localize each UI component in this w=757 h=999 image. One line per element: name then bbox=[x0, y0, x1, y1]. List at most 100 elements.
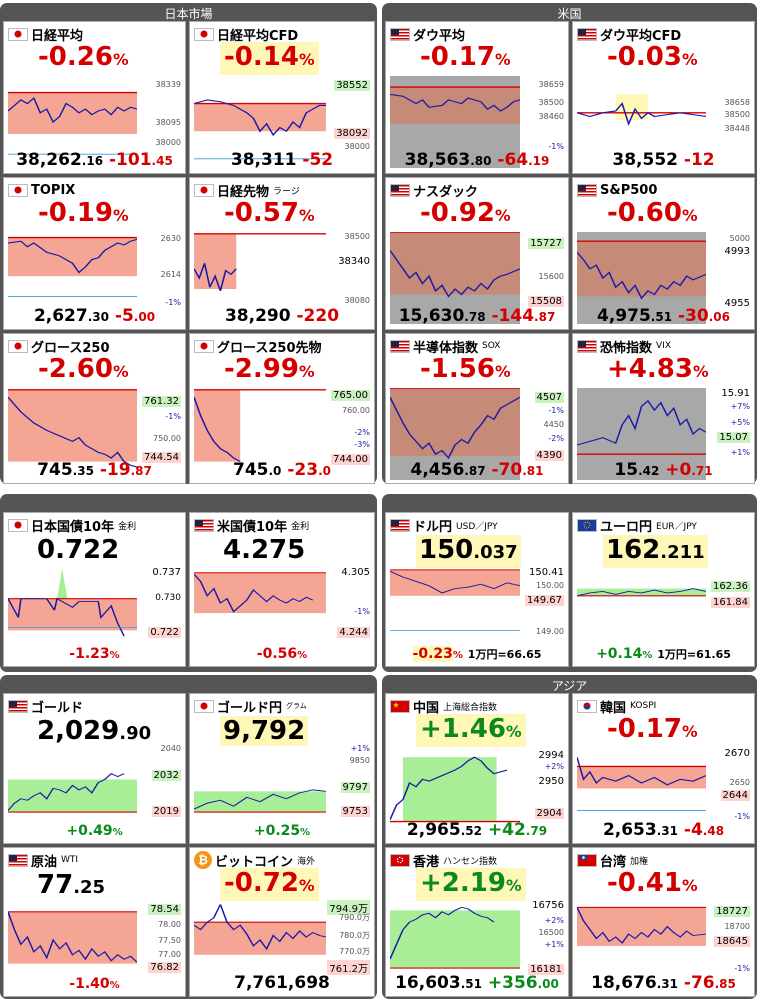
change-summary: -0.23% 1万円=66.65 bbox=[412, 646, 542, 662]
intraday-chart bbox=[577, 900, 706, 974]
card-dow-cfd[interactable]: ダウ平均CFD -0.03% 38658 38500 38448 38,552 -1… bbox=[572, 21, 755, 174]
card-ust10[interactable]: 米国債10年 金利 4.275 4.305 -1% 4.244 -0.56% bbox=[189, 512, 375, 667]
high-label: 15727 bbox=[528, 238, 564, 249]
axis-tick: 15600 bbox=[538, 272, 564, 281]
card-title: 韓国 bbox=[600, 700, 627, 716]
section-title-asia: アジア bbox=[551, 679, 588, 693]
card-growth250[interactable]: グロース250 -2.60% 761.32 -1% 750.00 744.54 745… bbox=[3, 333, 186, 484]
card-title: 日経平均 bbox=[31, 28, 84, 44]
us-flag-icon bbox=[8, 853, 28, 867]
card-subtitle: ラージ bbox=[273, 186, 300, 197]
price-summary: 38,290 -220 bbox=[224, 306, 340, 326]
japan-flag-icon bbox=[194, 27, 214, 41]
intraday-chart bbox=[577, 567, 706, 639]
axis-tick: 77.50 bbox=[158, 936, 181, 945]
us-flag-icon bbox=[8, 699, 28, 713]
card-title: 台湾 bbox=[600, 854, 627, 870]
change-percent: -2.60% bbox=[38, 354, 129, 384]
card-nikkei[interactable]: 日経平均 -0.26% 38339 38095 38000 38,262.16 -1… bbox=[3, 21, 186, 174]
card-title: TOPIX bbox=[31, 182, 76, 198]
price-summary: 2,965.52 +42.79 bbox=[406, 820, 548, 840]
high-label: 9797 bbox=[340, 782, 370, 793]
card-dow[interactable]: ダウ平均 -0.17% 38659 38500 38460 -1% 38,563.80… bbox=[385, 21, 569, 174]
current-value: 0.722 bbox=[37, 535, 120, 565]
high-label: 761.32 bbox=[142, 396, 181, 407]
high-label: 162.36 bbox=[711, 581, 750, 592]
axis-tick: 2650 bbox=[729, 778, 750, 787]
japan-flag-icon bbox=[8, 27, 28, 41]
card-usdjpy[interactable]: ドル円 USD／JPY 150.037 150.41 150.00 149.67 149… bbox=[385, 512, 569, 667]
intraday-chart bbox=[390, 567, 520, 639]
axis-tick: 760.00 bbox=[342, 406, 370, 415]
axis-tick: 77.00 bbox=[158, 950, 181, 959]
card-korea[interactable]: 韓国 KOSPI -0.17% 2670 2650 2644 -1% 2,653.31 … bbox=[572, 693, 755, 844]
low-label: 38092 bbox=[334, 128, 370, 139]
hongkong-flag-icon bbox=[390, 853, 410, 867]
card-hongkong[interactable]: 香港 ハンセン指数 +2.19% 16756 +2% 16500 +1% 16181 16… bbox=[385, 847, 569, 997]
axis-tick: -1% bbox=[548, 142, 564, 151]
price-summary: 38,552 -12 bbox=[612, 150, 715, 170]
us-flag-icon bbox=[390, 339, 410, 353]
card-topix[interactable]: TOPIX -0.19% 2630 2614 -1% 2,627.30 -5.00 bbox=[3, 177, 186, 330]
bitcoin-icon: ₿ bbox=[194, 851, 212, 869]
card-nikkei-cfd[interactable]: 日経平均CFD -0.14% 38552 38092 38000 38,311 -5… bbox=[189, 21, 375, 174]
card-title: ゴールド円 bbox=[217, 700, 283, 716]
axis-tick: -1% bbox=[165, 298, 181, 307]
change-percent: +2.19% bbox=[416, 868, 526, 901]
card-nasdaq[interactable]: ナスダック -0.92% 15727 15600 15508 15,630.78 -… bbox=[385, 177, 569, 330]
card-nikkei-futures[interactable]: 日経先物 ラージ -0.57% 38500 38340 38080 38,290 -2… bbox=[189, 177, 375, 330]
card-gold-jpy[interactable]: ゴールド円 グラム 9,792 +1% 9850 9797 9753 +0.25% bbox=[189, 693, 375, 844]
axis-tick: 2630 bbox=[160, 234, 181, 243]
card-title: ダウ平均 bbox=[413, 28, 466, 44]
card-subtitle: 金利 bbox=[118, 521, 137, 532]
card-sox[interactable]: 半導体指数 SOX -1.56% 4507 -1% 4450 -2% 4390 4,456… bbox=[385, 333, 569, 484]
axis-tick: 780.0万 bbox=[339, 931, 370, 940]
change-percent: -0.72% bbox=[220, 868, 319, 901]
low-label: 9753 bbox=[340, 806, 370, 817]
card-sp500[interactable]: S&P500 -0.60% 5000 4993 4955 4,975.51 -30.… bbox=[572, 177, 755, 330]
axis-tick: +7% bbox=[730, 402, 750, 411]
card-bitcoin[interactable]: ₿ ビットコイン 海外 -0.72% 794.9万 790.0万 780.0万 770.0… bbox=[189, 847, 375, 997]
us-flag-icon bbox=[577, 339, 597, 353]
card-vix[interactable]: 恐怖指数 VIX +4.83% 15.91 +7% +5% 15.07 +1% 15.42… bbox=[572, 333, 755, 484]
japan-flag-icon bbox=[194, 339, 214, 353]
card-gold[interactable]: ゴールド 2,029.90 2040 2032 2019 +0.49% bbox=[3, 693, 186, 844]
us-flag-icon bbox=[194, 518, 214, 532]
low-label: 15508 bbox=[528, 296, 564, 307]
card-subtitle: EUR／JPY bbox=[656, 521, 697, 532]
axis-tick: 38659 bbox=[538, 80, 564, 89]
japan-flag-icon bbox=[8, 183, 28, 197]
low-label: 744.54 bbox=[142, 452, 181, 463]
price-summary: 38,262.16 -101.45 bbox=[16, 150, 173, 170]
card-title: S&P500 bbox=[600, 182, 658, 198]
intraday-chart bbox=[577, 76, 706, 168]
price-summary: 2,627.30 -5.00 bbox=[33, 306, 156, 326]
card-growth250-futures[interactable]: グロース250先物 -2.99% 765.00 760.00 -2% -3% 744.0… bbox=[189, 333, 375, 484]
change-percent: -1.23% bbox=[69, 646, 120, 662]
card-jgb10[interactable]: 日本国債10年 金利 0.722 0.737 0.730 0.722 -1.23% bbox=[3, 512, 186, 667]
card-subtitle: USD／JPY bbox=[456, 521, 498, 532]
card-china[interactable]: 中国 上海総合指数 +1.46% 2994 +2% 2950 2904 2,965.52… bbox=[385, 693, 569, 844]
card-eurjpy[interactable]: ユーロ円 EUR／JPY 162.211 162.36 161.84 +0.14% … bbox=[572, 512, 755, 667]
card-taiwan[interactable]: 台湾 加権 -0.41% 18727 18700 18645 -1% 18,676.31… bbox=[572, 847, 755, 997]
card-oil[interactable]: 原油 WTI 77.25 78.54 78.00 77.50 77.00 76.82 -1… bbox=[3, 847, 186, 997]
card-title: グロース250 bbox=[31, 340, 110, 356]
axis-tick: 770.0万 bbox=[339, 947, 370, 956]
eu-flag-icon bbox=[577, 518, 597, 532]
axis-tick: 18700 bbox=[724, 922, 750, 931]
low-label: 161.84 bbox=[711, 597, 750, 608]
axis-tick: 38095 bbox=[155, 118, 181, 127]
card-subtitle: KOSPI bbox=[630, 701, 657, 711]
axis-tick: 38448 bbox=[724, 124, 750, 133]
card-title: ユーロ円 bbox=[600, 519, 653, 535]
axis-tick: 2040 bbox=[160, 744, 181, 753]
axis-tick: +1% bbox=[350, 744, 370, 753]
card-title: ビットコイン bbox=[215, 854, 294, 870]
card-title: ダウ平均CFD bbox=[600, 28, 682, 44]
axis-tick: 4993 bbox=[724, 246, 750, 257]
intraday-chart bbox=[8, 744, 137, 818]
intraday-chart bbox=[194, 900, 326, 974]
low-label: 761.2万 bbox=[327, 960, 370, 975]
axis-tick: 38080 bbox=[344, 296, 370, 305]
card-title: 日経先物 bbox=[217, 184, 270, 200]
